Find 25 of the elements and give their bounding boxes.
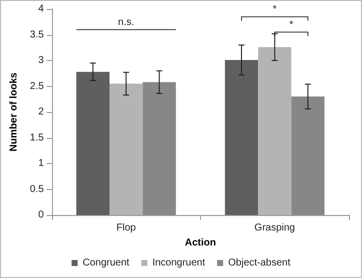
y-tick-label: 1 [38,158,44,169]
annotation: * [289,20,294,31]
y-tick-label: 2 [38,106,44,118]
y-axis-title: Number of looks [8,72,20,152]
bar [224,60,258,215]
y-tick-label: 1.5 [30,132,44,144]
y-tick-label: 0 [38,210,44,220]
y-tick-label: 0.5 [30,184,44,195]
annotation: n.s. [118,17,134,28]
y-tick-label: 2.5 [30,80,44,92]
y-tick-label: 4 [38,4,44,14]
bar [76,72,110,215]
bar [110,84,143,215]
x-axis-title: Action [184,237,216,248]
legend-label: Incongruent [152,258,206,268]
x-tick-label: Grasping [254,222,295,234]
legend-label: Object-absent [228,258,291,268]
x-tick-label: Flop [116,222,136,234]
y-tick-label: 3.5 [30,29,44,40]
bar [291,96,324,215]
bar [258,47,292,215]
legend-label: Congruent [82,258,130,268]
annotation: * [272,4,277,16]
y-tick-label: 3 [38,55,44,66]
bar [142,82,176,215]
